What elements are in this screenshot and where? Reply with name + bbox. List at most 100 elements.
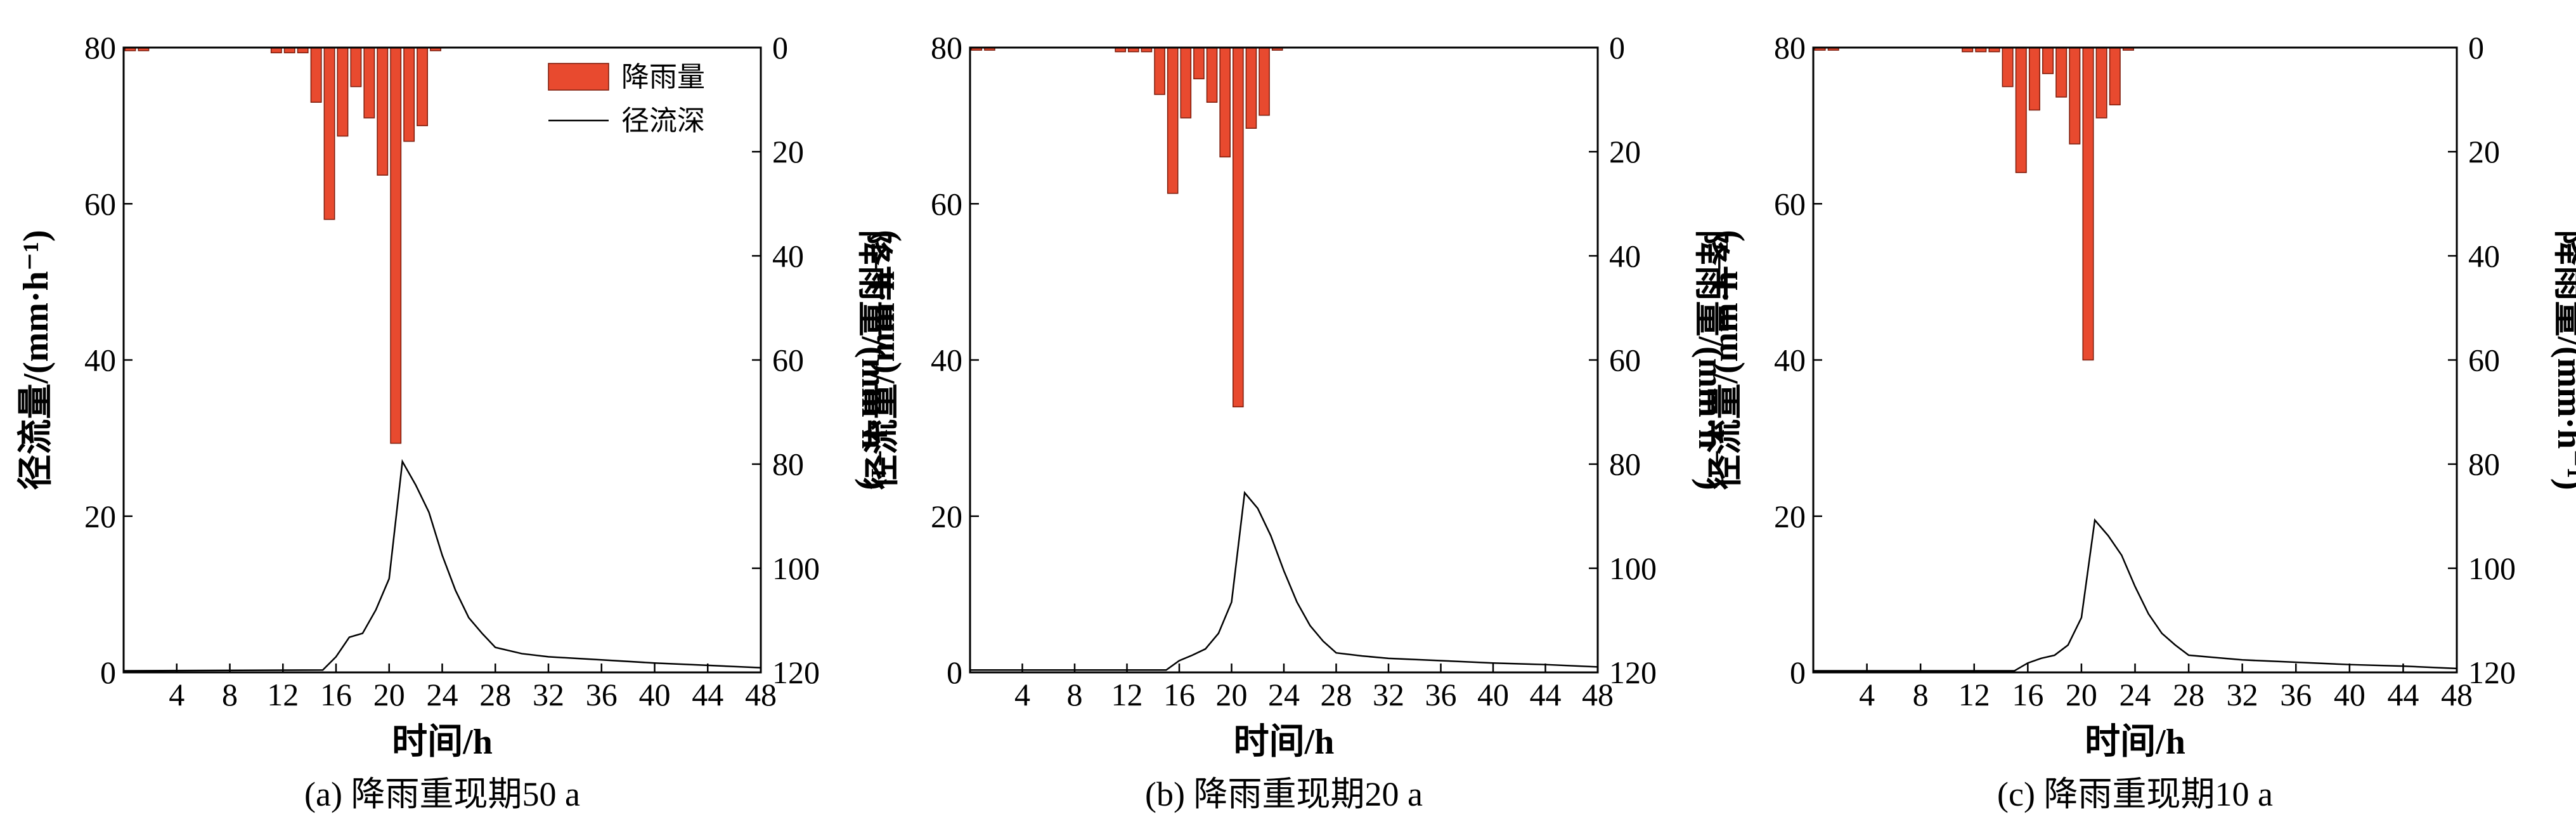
y-left-tick-label: 20 — [1774, 499, 1806, 534]
x-tick-label: 32 — [533, 677, 564, 712]
y-right-tick-label: 40 — [772, 238, 804, 273]
y-right-tick-label: 20 — [1609, 134, 1641, 169]
y-left-axis-title: 径流量/(mm·h⁻¹) — [16, 230, 56, 490]
rain-bar — [377, 47, 389, 176]
x-tick-label: 16 — [320, 677, 352, 712]
legend-rain-swatch — [548, 63, 609, 91]
x-tick-label: 4 — [169, 677, 184, 712]
panel-caption: (a) 降雨重现期50 a — [304, 775, 580, 813]
x-tick-label: 32 — [2227, 677, 2258, 712]
x-tick-label: 16 — [1163, 677, 1195, 712]
y-right-tick-label: 0 — [1609, 30, 1625, 65]
y-left-tick-label: 60 — [84, 186, 116, 221]
rain-bar — [403, 47, 415, 142]
x-tick-label: 36 — [586, 677, 618, 712]
y-right-axis-title: 降雨量/(mm·h⁻¹) — [2550, 230, 2576, 490]
y-right-tick-label: 0 — [772, 30, 788, 65]
y-right-tick-label: 100 — [2468, 551, 2516, 586]
y-right-tick-label: 40 — [1609, 238, 1641, 273]
x-tick-label: 20 — [1216, 677, 1248, 712]
rain-bar — [363, 47, 375, 119]
y-left-tick-label: 60 — [931, 186, 962, 221]
rain-bar — [1180, 47, 1192, 119]
rain-bar — [2055, 47, 2068, 98]
x-tick-label: 12 — [1111, 677, 1143, 712]
y-left-tick-label: 40 — [84, 343, 116, 378]
plot-frame — [122, 46, 762, 674]
x-tick-label: 44 — [692, 677, 723, 712]
rain-bar — [1154, 47, 1165, 95]
x-tick-label: 36 — [1425, 677, 1457, 712]
x-tick-label: 24 — [2120, 677, 2151, 712]
x-tick-label: 28 — [2173, 677, 2204, 712]
rain-bar — [310, 47, 322, 103]
y-right-axis-title: 降雨量/(mm·h⁻¹) — [1691, 230, 1730, 490]
y-right-tick-label: 60 — [772, 343, 804, 378]
x-tick-label: 32 — [1373, 677, 1404, 712]
rain-bar — [2069, 47, 2081, 145]
rain-bar — [2002, 47, 2014, 88]
y-left-tick-label: 40 — [1774, 343, 1806, 378]
rain-bar — [2015, 47, 2027, 173]
y-right-tick-label: 20 — [2468, 134, 2500, 169]
x-tick-label: 44 — [2387, 677, 2419, 712]
runoff-line — [1813, 518, 2457, 672]
y-right-tick-label: 120 — [1609, 655, 1657, 690]
rain-bar — [323, 47, 335, 220]
y-left-tick-label: 0 — [1790, 655, 1806, 690]
x-tick-label: 36 — [2280, 677, 2312, 712]
x-axis-title: 时间/h — [1234, 723, 1335, 762]
y-right-tick-label: 20 — [772, 134, 804, 169]
runoff-line — [123, 459, 761, 672]
x-tick-label: 28 — [1321, 677, 1352, 712]
y-right-tick-label: 40 — [2468, 238, 2500, 273]
legend-rain-label: 降雨量 — [621, 62, 705, 93]
x-axis-title: 时间/h — [2085, 723, 2185, 762]
y-left-tick-label: 60 — [1774, 186, 1806, 221]
y-left-axis-title: 径流量/(mm·h⁻¹) — [1706, 230, 1745, 490]
x-tick-label: 44 — [1530, 677, 1562, 712]
x-tick-label: 40 — [2334, 677, 2366, 712]
y-right-tick-label: 80 — [2468, 447, 2500, 482]
rain-bar — [2042, 47, 2054, 74]
rain-bar — [1245, 47, 1257, 129]
y-right-tick-label: 100 — [1609, 551, 1657, 586]
y-left-tick-label: 40 — [931, 343, 962, 378]
legend-runoff-label: 径流深 — [621, 105, 705, 136]
plot-frame — [969, 46, 1599, 674]
x-tick-label: 12 — [267, 677, 299, 712]
x-tick-label: 8 — [1913, 677, 1929, 712]
x-tick-label: 28 — [479, 677, 511, 712]
rain-bar — [1193, 47, 1205, 79]
x-axis-title: 时间/h — [392, 723, 493, 762]
y-left-tick-label: 20 — [931, 499, 962, 534]
x-tick-label: 8 — [222, 677, 238, 712]
y-right-tick-label: 80 — [772, 447, 804, 482]
rain-bar — [1206, 47, 1218, 103]
runoff-line — [970, 490, 1598, 671]
rain-bar — [350, 47, 362, 88]
rain-bar — [1233, 47, 1244, 408]
x-tick-label: 20 — [373, 677, 405, 712]
y-right-tick-label: 60 — [2468, 343, 2500, 378]
x-tick-label: 48 — [1582, 677, 1614, 712]
rain-bar — [417, 47, 429, 126]
rain-bar — [2028, 47, 2040, 111]
rain-bar — [390, 47, 402, 444]
rain-bar — [337, 47, 349, 137]
plot-frame — [1812, 46, 2458, 674]
panel-caption: (b) 降雨重现期20 a — [1145, 775, 1423, 813]
x-tick-label: 16 — [2012, 677, 2043, 712]
x-tick-label: 24 — [427, 677, 458, 712]
y-right-tick-label: 0 — [2468, 30, 2484, 65]
x-tick-label: 12 — [1958, 677, 1990, 712]
x-tick-label: 40 — [639, 677, 671, 712]
x-tick-label: 20 — [2066, 677, 2097, 712]
y-left-tick-label: 80 — [1774, 30, 1806, 65]
x-tick-label: 4 — [1859, 677, 1875, 712]
x-tick-label: 8 — [1067, 677, 1083, 712]
y-left-tick-label: 0 — [947, 655, 962, 690]
